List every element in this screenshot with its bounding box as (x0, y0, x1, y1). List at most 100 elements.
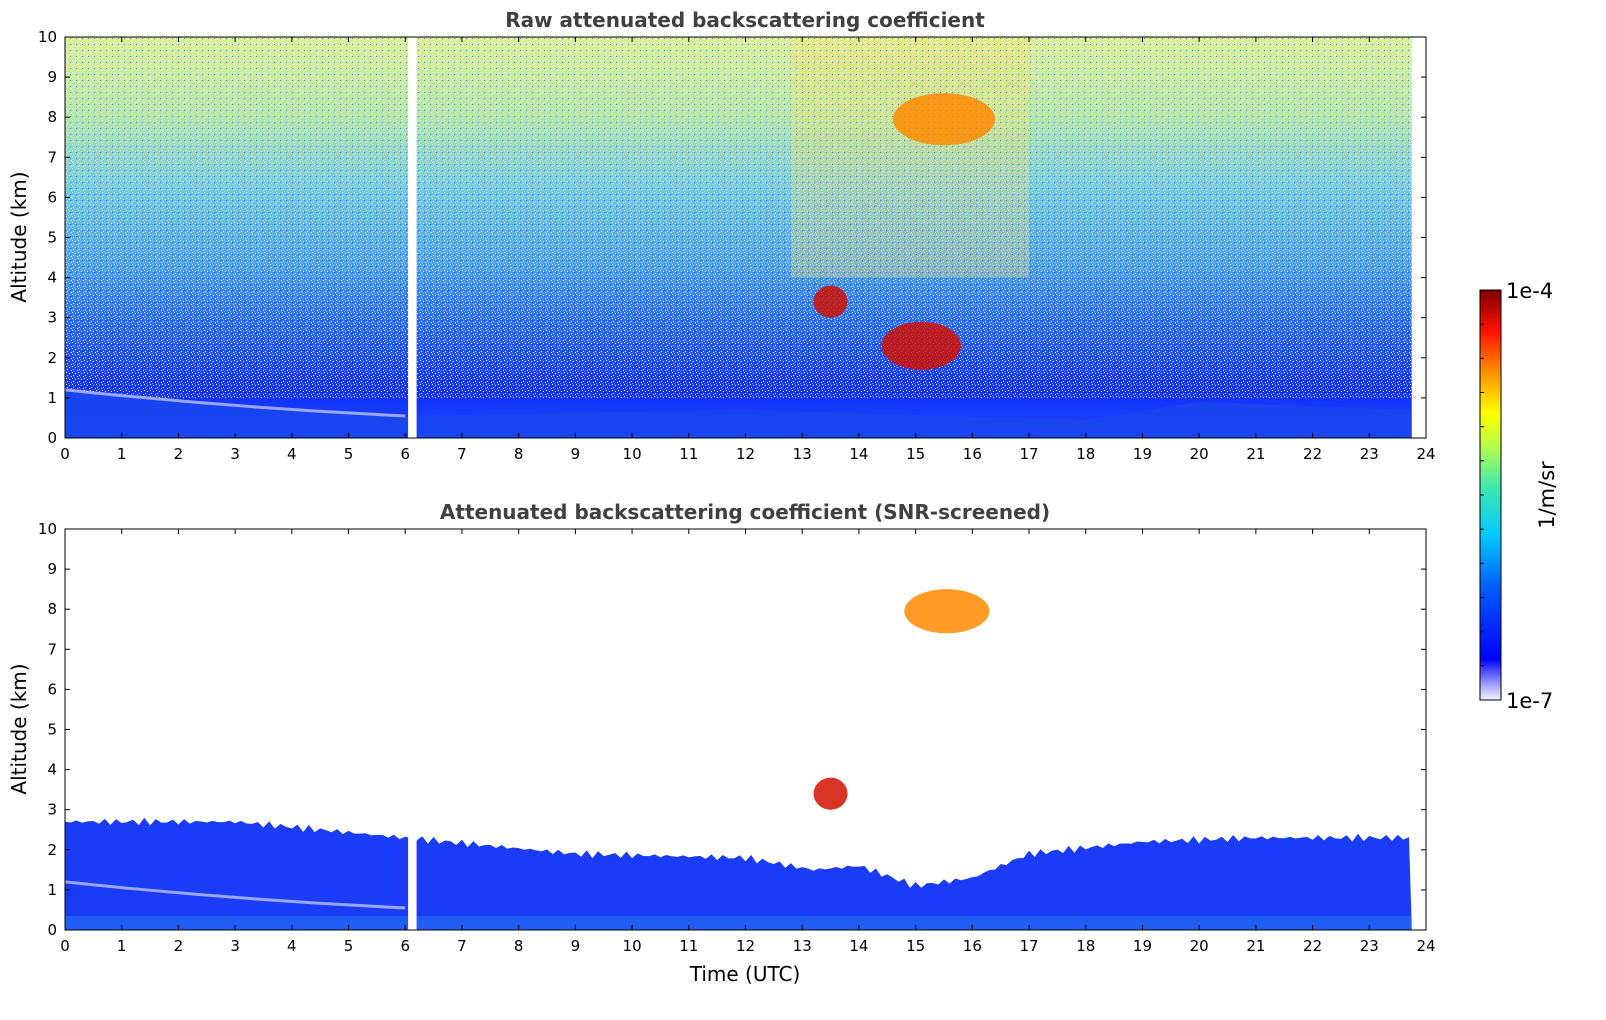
x-tick-label: 14 (849, 445, 868, 463)
data-gap (408, 37, 417, 438)
y-tick-label: 0 (47, 429, 57, 447)
x-tick-label: 10 (623, 937, 642, 955)
y-tick-label: 6 (47, 680, 57, 698)
x-tick-label: 19 (1133, 445, 1152, 463)
x-tick-label: 6 (400, 937, 410, 955)
x-tick-label: 9 (571, 937, 581, 955)
cloud-feature (813, 285, 848, 318)
x-tick-label: 21 (1246, 937, 1265, 955)
cloud-feature (813, 777, 848, 810)
x-tick-label: 24 (1416, 937, 1435, 955)
y-tick-label: 7 (47, 640, 57, 658)
x-tick-label: 22 (1303, 937, 1322, 955)
y-tick-label: 4 (47, 269, 57, 287)
x-tick-label: 8 (514, 445, 524, 463)
x-tick-label: 5 (344, 937, 354, 955)
cloud-feature (904, 589, 990, 634)
x-tick-label: 15 (906, 445, 925, 463)
y-tick-label: 8 (47, 108, 57, 126)
no-data-region (1411, 37, 1426, 438)
screened-heatmap (65, 529, 1426, 930)
colorbar-max-label: 1e-4 (1506, 279, 1553, 303)
screened-y-axis-label: Altitude (km) (7, 663, 31, 794)
x-tick-label: 8 (514, 937, 524, 955)
cloud-feature (892, 93, 996, 146)
y-tick-label: 5 (47, 721, 57, 739)
y-tick-label: 10 (38, 520, 57, 538)
colorbar: 1e-4 1e-7 1/m/sr (1479, 279, 1559, 713)
y-tick-label: 1 (47, 881, 57, 899)
x-tick-label: 17 (1019, 445, 1038, 463)
data-gap (408, 529, 417, 930)
x-tick-label: 4 (287, 445, 297, 463)
x-tick-label: 18 (1076, 445, 1095, 463)
x-tick-label: 7 (457, 937, 467, 955)
x-tick-label: 0 (60, 937, 70, 955)
screened-x-axis: 0 1 2 3 4 5 6 7 8 9 10 11 12 13 14 15 16 17 18 19 20 21 22 23 24 (60, 529, 1436, 955)
x-tick-label: 15 (906, 937, 925, 955)
x-tick-label: 11 (679, 937, 698, 955)
x-tick-label: 3 (230, 937, 240, 955)
x-tick-label: 20 (1190, 937, 1209, 955)
x-tick-label: 13 (793, 937, 812, 955)
raw-heatmap (65, 37, 1426, 438)
raw-x-axis: 0 1 2 3 4 5 6 7 8 9 10 11 12 13 14 15 16 17 18 19 20 21 22 23 24 (60, 37, 1436, 463)
x-tick-label: 16 (963, 937, 982, 955)
raw-backscatter-panel: Raw attenuated backscattering coefficien… (7, 8, 1436, 463)
y-tick-label: 0 (47, 921, 57, 939)
x-tick-label: 1 (117, 445, 127, 463)
y-tick-label: 5 (47, 229, 57, 247)
no-data-region (1411, 529, 1426, 930)
raw-y-axis: 0 1 2 3 4 5 6 7 8 9 10 (38, 28, 1426, 447)
screened-backscatter-panel: Attenuated backscattering coefficient (S… (7, 500, 1436, 986)
y-tick-label: 6 (47, 188, 57, 206)
residual-layer-streak (65, 388, 406, 418)
y-tick-label: 2 (47, 841, 57, 859)
x-tick-label: 6 (400, 445, 410, 463)
screened-signal (65, 817, 1412, 930)
surface-layer (65, 915, 1412, 930)
colorbar-min-label: 1e-7 (1506, 689, 1553, 713)
x-tick-label: 24 (1416, 445, 1435, 463)
y-tick-label: 3 (47, 801, 57, 819)
x-tick-label: 16 (963, 445, 982, 463)
x-tick-label: 7 (457, 445, 467, 463)
y-tick-label: 10 (38, 28, 57, 46)
raw-y-axis-label: Altitude (km) (7, 171, 31, 302)
residual-layer-streak (65, 880, 406, 910)
x-axis-label: Time (UTC) (689, 962, 801, 986)
aerosol-layer (65, 389, 1412, 438)
y-tick-label: 9 (47, 560, 57, 578)
y-tick-label: 8 (47, 600, 57, 618)
x-tick-label: 3 (230, 445, 240, 463)
x-tick-label: 2 (174, 445, 184, 463)
y-tick-label: 9 (47, 68, 57, 86)
x-tick-label: 10 (623, 445, 642, 463)
y-tick-label: 7 (47, 148, 57, 166)
x-tick-label: 18 (1076, 937, 1095, 955)
cloud-feature (881, 321, 961, 370)
x-tick-label: 19 (1133, 937, 1152, 955)
x-tick-label: 22 (1303, 445, 1322, 463)
x-tick-label: 0 (60, 445, 70, 463)
x-tick-label: 12 (736, 445, 755, 463)
x-tick-label: 17 (1019, 937, 1038, 955)
screened-panel-title: Attenuated backscattering coefficient (S… (440, 500, 1050, 524)
x-tick-label: 23 (1360, 937, 1379, 955)
colorbar-ticks (1480, 323, 1484, 667)
x-tick-label: 12 (736, 937, 755, 955)
x-tick-label: 1 (117, 937, 127, 955)
y-tick-label: 1 (47, 389, 57, 407)
x-tick-label: 21 (1246, 445, 1265, 463)
colorbar-unit-label: 1/m/sr (1535, 461, 1559, 529)
y-tick-label: 4 (47, 761, 57, 779)
x-tick-label: 20 (1190, 445, 1209, 463)
x-tick-label: 11 (679, 445, 698, 463)
y-tick-label: 2 (47, 349, 57, 367)
x-tick-label: 14 (849, 937, 868, 955)
x-tick-label: 4 (287, 937, 297, 955)
raw-panel-title: Raw attenuated backscattering coefficien… (505, 8, 985, 32)
y-tick-label: 3 (47, 309, 57, 327)
x-tick-label: 5 (344, 445, 354, 463)
